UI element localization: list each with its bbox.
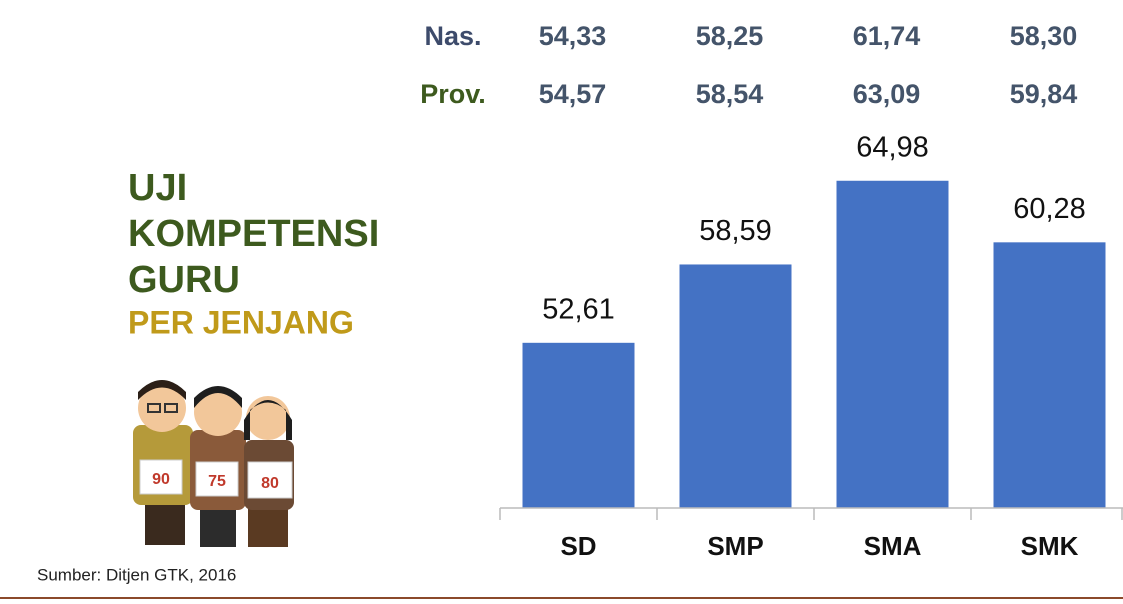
row-value: 61,74 [853, 21, 921, 51]
row-value: 58,25 [696, 21, 764, 51]
row-label: Nas. [424, 21, 481, 51]
title-line: KOMPETENSI [128, 213, 379, 255]
title-line: UJI [128, 167, 187, 209]
bar [522, 342, 635, 508]
card-label: 75 [208, 473, 226, 490]
x-tick-label: SMP [707, 531, 763, 561]
row-label: Prov. [420, 79, 486, 109]
row-value: 58,30 [1010, 21, 1078, 51]
card-label: 80 [261, 475, 279, 492]
bar [836, 180, 949, 508]
card-label: 90 [152, 471, 170, 488]
row-value: 59,84 [1010, 79, 1078, 109]
bar [679, 264, 792, 508]
bar [993, 242, 1106, 508]
value-label: 52,61 [542, 293, 615, 325]
value-label: 60,28 [1013, 193, 1086, 225]
subtitle: PER JENJANG [128, 304, 354, 340]
row-value: 54,33 [539, 21, 607, 51]
x-tick-label: SMK [1021, 531, 1079, 561]
illustration: 90 75 80 [133, 380, 294, 547]
row-value: 63,09 [853, 79, 921, 109]
row-value: 58,54 [696, 79, 764, 109]
source: Sumber: Ditjen GTK, 2016 [37, 565, 236, 584]
row-value: 54,57 [539, 79, 607, 109]
x-tick-label: SMA [864, 531, 922, 561]
title-line: GURU [128, 259, 240, 301]
x-tick-label: SD [560, 531, 596, 561]
value-label: 64,98 [856, 131, 929, 163]
value-label: 58,59 [699, 215, 772, 247]
